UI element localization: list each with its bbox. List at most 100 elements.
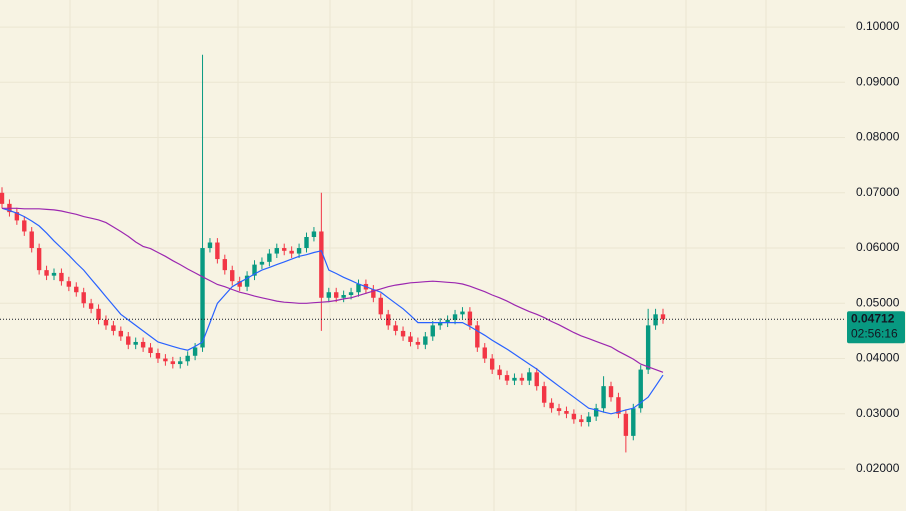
last-price-badge xyxy=(847,311,905,344)
candle-body xyxy=(140,341,146,348)
candle-body xyxy=(437,322,443,326)
candle-body xyxy=(274,248,279,254)
candle-body xyxy=(616,397,621,414)
candle-body xyxy=(252,264,257,276)
candle-body xyxy=(482,347,487,359)
y-tick-label: 0.07000 xyxy=(856,185,900,199)
candle-body xyxy=(88,303,94,309)
candle-body xyxy=(430,325,435,337)
moving-average-line xyxy=(1,207,664,415)
y-tick-label: 0.06000 xyxy=(856,240,900,254)
candle-body xyxy=(29,231,34,249)
candle-body xyxy=(519,377,525,381)
candle-body xyxy=(185,355,190,362)
y-tick-label: 0.03000 xyxy=(856,406,900,420)
candle-body xyxy=(623,413,629,436)
candle-body xyxy=(296,248,302,254)
candle-body xyxy=(81,292,86,304)
candle-body xyxy=(22,220,27,232)
candle-body xyxy=(489,358,495,370)
y-tick-label: 0.05000 xyxy=(856,295,900,309)
candle-body xyxy=(66,281,72,287)
candle-body xyxy=(608,386,614,398)
candle-body xyxy=(44,270,49,276)
candle-body xyxy=(645,325,651,370)
candle-body xyxy=(326,292,331,298)
candle-body xyxy=(96,308,101,320)
candle-body xyxy=(348,292,354,295)
candle-body xyxy=(334,292,339,298)
candle-body xyxy=(207,242,213,249)
candle-body xyxy=(408,336,413,342)
candle-body xyxy=(631,408,636,436)
candle-body xyxy=(371,289,376,298)
candle-body xyxy=(571,413,577,420)
candle-body xyxy=(452,314,458,320)
y-tick-label: 0.04000 xyxy=(856,351,900,365)
candle-body xyxy=(423,336,428,345)
candle-body xyxy=(51,272,57,276)
candle-body xyxy=(534,372,539,387)
countdown-label: 02:56:16 xyxy=(851,326,898,340)
candle-body xyxy=(593,408,599,417)
candle-body xyxy=(282,248,287,251)
candle-body xyxy=(549,402,554,409)
candle-body xyxy=(527,372,532,381)
candle-body xyxy=(467,311,473,326)
candle-body xyxy=(512,377,517,381)
candle-body xyxy=(378,297,383,315)
candle-body xyxy=(14,212,20,221)
candle-body xyxy=(579,419,584,423)
candle-body xyxy=(163,358,168,362)
candle-body xyxy=(460,311,465,315)
candle-body xyxy=(267,253,272,262)
candle-body xyxy=(497,369,502,376)
y-tick-label: 0.08000 xyxy=(856,130,900,144)
last-price-label: 0.04712 xyxy=(851,311,895,325)
moving-average-line xyxy=(2,207,664,373)
candle-body xyxy=(0,192,5,204)
candle-body xyxy=(215,242,220,260)
candle-body xyxy=(304,236,309,249)
candle-body xyxy=(148,347,153,354)
candle-body xyxy=(126,336,131,345)
candle-body xyxy=(133,341,138,345)
candle-body xyxy=(445,319,450,323)
candle-body xyxy=(59,272,64,282)
candle-body xyxy=(222,259,228,271)
candle-body xyxy=(475,325,480,348)
candle-body xyxy=(170,361,176,365)
vertical-grid xyxy=(69,0,767,511)
candle-body xyxy=(415,341,421,345)
candle-body xyxy=(504,375,510,381)
candle-body xyxy=(289,250,294,254)
candle-body xyxy=(259,261,265,265)
candle-body xyxy=(601,386,606,409)
candle-body xyxy=(541,386,547,403)
candle-body xyxy=(244,275,250,287)
candle-body xyxy=(586,416,591,423)
candle-body xyxy=(400,330,406,337)
candle-body xyxy=(111,325,116,331)
candle-body xyxy=(178,361,183,365)
candle-body xyxy=(638,369,643,409)
candle-body xyxy=(341,294,346,298)
candle-body xyxy=(230,270,235,282)
candle-body xyxy=(653,314,658,326)
y-tick-label: 0.10000 xyxy=(856,19,900,33)
y-tick-label: 0.09000 xyxy=(856,74,900,88)
candle-body xyxy=(564,411,569,414)
candle-body xyxy=(155,353,161,359)
candle-body xyxy=(393,325,398,331)
candle-body xyxy=(237,281,242,287)
candle-body xyxy=(36,248,42,271)
candle-body xyxy=(356,283,361,293)
candle-body xyxy=(192,347,198,356)
candle-body xyxy=(200,248,205,348)
candle-body xyxy=(118,330,124,337)
candle-body xyxy=(319,231,324,298)
y-tick-label: 0.02000 xyxy=(856,461,900,475)
candle-body xyxy=(386,314,391,326)
